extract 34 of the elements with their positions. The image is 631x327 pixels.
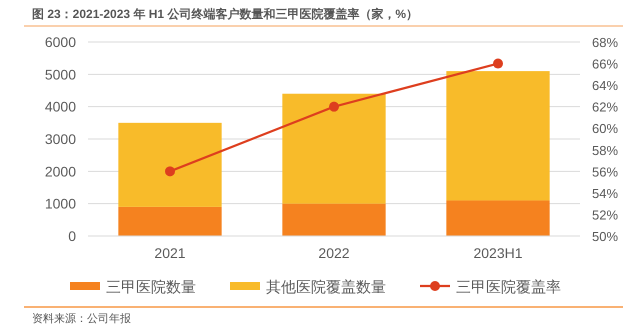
y2-tick-label: 60% (592, 121, 618, 136)
x-tick-label: 2023H1 (473, 245, 523, 261)
y2-tick-label: 64% (592, 78, 618, 94)
point (493, 58, 503, 69)
y2-tick-label: 58% (592, 142, 618, 158)
bar (118, 122, 222, 207)
bar (446, 71, 550, 200)
y2-tick-label: 54% (592, 186, 618, 201)
text: 资料来源：公司年报 (32, 312, 131, 325)
y2-tick-label: 68% (592, 35, 618, 50)
y2-tick-label: 52% (592, 207, 618, 222)
legend-label: 三甲医院覆盖率 (456, 279, 561, 296)
y-tick-label: 6000 (44, 34, 76, 50)
bar (446, 200, 550, 236)
y2-tick-label: 62% (592, 100, 618, 115)
x-tick-label: 2021 (154, 245, 186, 261)
y2-tick-label: 66% (592, 56, 618, 72)
y-tick-label: 3000 (44, 131, 76, 147)
y-tick-label: 0 (68, 228, 76, 244)
y-tick-label: 5000 (44, 66, 76, 82)
y-tick-label: 2000 (44, 163, 76, 180)
y2-tick-label: 56% (592, 164, 618, 180)
bar (282, 204, 386, 236)
chart-title: 图 23：2021-2023 年 H1 公司终端客户数量和三甲医院覆盖率（家，%） (32, 7, 418, 21)
bar (282, 94, 386, 204)
point (329, 102, 339, 112)
legend-label: 其他医院覆盖数量 (266, 279, 386, 296)
x-tick-label: 2022 (318, 245, 350, 261)
y-tick-label: 1000 (44, 196, 76, 212)
bar (118, 206, 222, 236)
legend-label: 三甲医院数量 (106, 279, 196, 296)
y-tick-label: 4000 (44, 98, 76, 115)
y2-tick-label: 50% (592, 229, 618, 244)
point (165, 166, 175, 176)
